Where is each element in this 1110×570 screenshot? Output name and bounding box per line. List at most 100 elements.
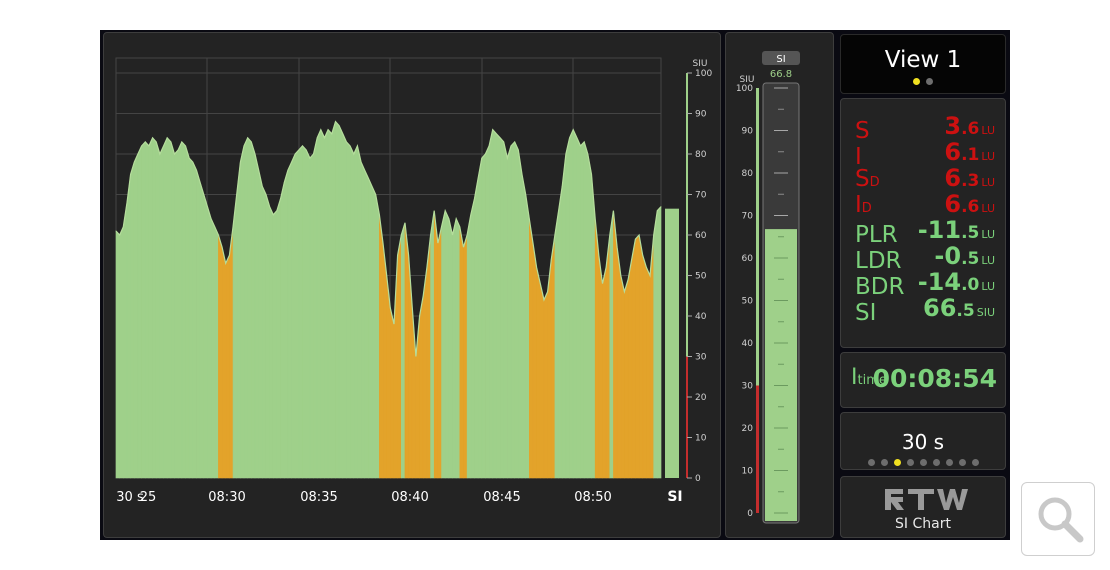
value-row: PLR -11.5 LU (855, 217, 995, 248)
value-name: BDR (855, 274, 904, 300)
value-name-sub: D (861, 201, 872, 216)
chart-area-segment (430, 210, 435, 479)
value-name: LDR (855, 248, 902, 274)
chart-area-segment (247, 137, 252, 479)
chart-y-tick-label: 50 (695, 272, 707, 282)
view-page-dot[interactable] (913, 78, 920, 85)
chart-area-segment (598, 255, 603, 479)
chart-area-segment (561, 153, 567, 479)
chart-area-segment (240, 145, 245, 479)
chart-area-segment (163, 137, 168, 479)
chart-area-segment (587, 153, 592, 479)
chart-y-tick-label: 30 (695, 353, 707, 363)
chart-x-tick-label: 25 (140, 490, 157, 505)
time-range-dot[interactable] (958, 459, 966, 466)
chart-area-segment (510, 141, 515, 479)
chart-area-segment (514, 141, 519, 479)
value-integer: -0 (934, 242, 962, 270)
chart-area-segment (525, 194, 530, 479)
chart-x-axis: 30 s25 08:30 08:35 08:40 08:45 08:50 (116, 490, 611, 505)
value-row: SI 66.5 SIU (855, 295, 995, 326)
itime-value: 00:08:54 (872, 364, 997, 393)
time-range-dot[interactable] (919, 459, 927, 466)
chart-area-segment (401, 222, 406, 479)
chart-area-segment (210, 218, 216, 479)
value-name-sub: D (869, 175, 880, 190)
chart-area-segment (426, 234, 431, 479)
time-range-dot[interactable] (945, 459, 953, 466)
value-decimal: .0 (961, 275, 980, 295)
instrument-selector[interactable]: SI Chart (840, 476, 1006, 538)
chart-area-segment (192, 161, 197, 479)
chart-area-segment (294, 149, 300, 479)
chart-area-segment (225, 255, 230, 479)
value-unit: LU (981, 150, 995, 163)
view-page-dot[interactable] (926, 78, 933, 85)
chart-x-tick-label: 08:35 (300, 490, 337, 505)
value-decimal: .1 (961, 145, 980, 165)
value-unit: LU (981, 228, 995, 241)
chart-area-segment (422, 267, 428, 479)
value-decimal: .5 (961, 249, 980, 269)
chart-area-segment (170, 141, 175, 479)
value-decimal: .3 (961, 171, 980, 191)
view-selector[interactable]: View 1 (840, 34, 1006, 94)
chart-area-segment (481, 153, 486, 479)
si-chart-panel[interactable]: 0 10 20 30 40 50 60 70 80 90 100 SIU 30 s 25 08:30 08… (103, 32, 721, 538)
meter-scale-line-green (756, 88, 759, 513)
itime-label-sub: time (857, 373, 887, 388)
chart-area-segment (130, 162, 135, 479)
chart-area-segment (485, 145, 490, 479)
current-si-bar (665, 208, 679, 479)
value-integer: 66 (923, 294, 957, 322)
time-range-dot[interactable] (932, 459, 940, 466)
chart-area-segment (236, 162, 241, 479)
meter-value: 66.8 (770, 69, 792, 80)
chart-area-segment (609, 210, 614, 479)
itime-label: Itime (851, 365, 887, 390)
instrument-caption: SI Chart (895, 516, 951, 532)
chart-y-tick-label: 0 (695, 474, 701, 484)
chart-area-segment (638, 234, 644, 479)
chart-area-segment (126, 174, 131, 479)
value-name-main: I (855, 144, 862, 170)
chart-area-segment (276, 198, 281, 479)
time-range-dot[interactable] (971, 459, 979, 466)
chart-area-segment (463, 234, 468, 479)
time-range-dot[interactable] (893, 459, 901, 466)
chart-area-segment (331, 121, 336, 479)
zoom-button[interactable] (1021, 482, 1095, 556)
chart-area-segment (152, 137, 157, 479)
meter-label: SI (776, 54, 785, 65)
chart-area-segment (313, 137, 318, 479)
si-bar-meter-panel[interactable]: SI 66.8 SIU 100 90 80 70 60 50 40 30 20 10 0 (725, 32, 834, 538)
value-row: I 6.1 LU (855, 139, 995, 170)
value-integer: 6 (944, 164, 962, 192)
value-unit: LU (981, 280, 995, 293)
chart-area-segment (243, 137, 248, 479)
value-decimal: .5 (961, 223, 980, 243)
chart-area-segment (123, 202, 128, 479)
chart-area-segment (390, 307, 395, 479)
chart-area-segment (335, 120, 340, 479)
value-integer: 3 (944, 112, 962, 140)
itime-label-main: I (851, 365, 858, 390)
time-range-dots (841, 457, 1005, 466)
chart-area-segment (119, 226, 124, 479)
time-range-selector[interactable]: 30 s (840, 412, 1006, 470)
chart-area-segment (196, 170, 201, 479)
meter-scale-label: 20 (742, 424, 754, 434)
time-range-dot[interactable] (906, 459, 914, 466)
meter-bar-fill (765, 229, 797, 521)
chart-area-segment (357, 145, 362, 479)
chart-area-segment (642, 255, 647, 479)
chart-area-segment (594, 218, 600, 479)
time-range-dot[interactable] (867, 459, 875, 466)
chart-area-segment (353, 145, 358, 479)
chart-area-segment (338, 125, 344, 479)
chart-area-segment (283, 170, 289, 479)
time-range-dot[interactable] (880, 459, 888, 466)
value-integer: 6 (944, 190, 962, 218)
